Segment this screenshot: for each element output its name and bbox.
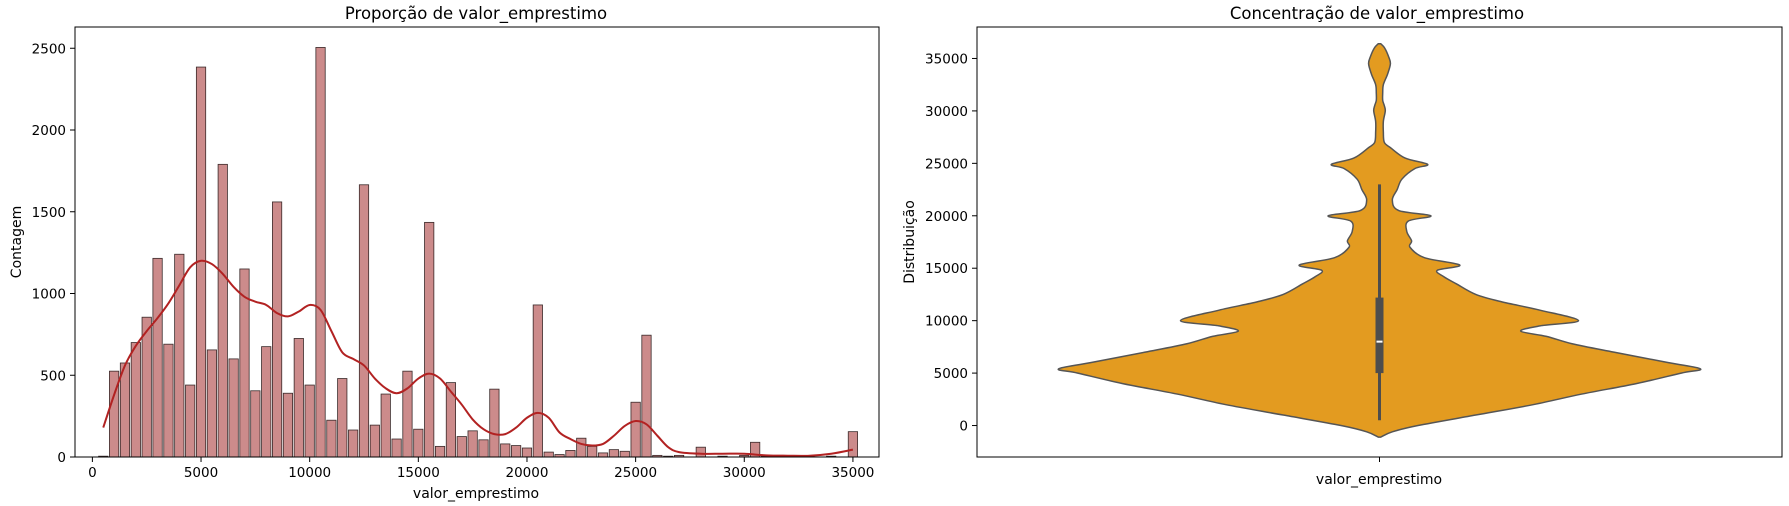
histogram-title: Proporção de valor_emprestimo <box>345 4 607 24</box>
histogram-bar <box>326 419 337 458</box>
histogram-bar <box>445 382 456 458</box>
histogram-bar <box>261 346 272 458</box>
violin-y-tick-label: 10000 <box>925 314 968 330</box>
histogram-y-tick-label: 0 <box>57 450 66 466</box>
histogram-x-tick-label: 30000 <box>723 465 766 481</box>
histogram-bar <box>185 384 196 458</box>
violin-x-axis-label: valor_emprestimo <box>1316 472 1442 488</box>
histogram-bar <box>608 449 619 458</box>
histogram-x-tick-label: 10000 <box>288 465 331 481</box>
histogram-bar <box>511 445 522 458</box>
histogram-bar <box>206 349 217 458</box>
histogram-bar <box>163 343 174 458</box>
histogram-bar <box>228 358 239 458</box>
histogram-bar <box>217 163 228 458</box>
violin-y-tick-label: 0 <box>959 419 968 435</box>
histogram-bar <box>467 430 478 458</box>
histogram-y-tick-label: 2500 <box>32 41 66 57</box>
histogram-bar <box>641 334 652 458</box>
histogram-bar <box>380 393 391 458</box>
histogram-x-tick-label: 0 <box>88 465 97 481</box>
histogram-panel: Proporção de valor_emprestimo 0 5000 10000… <box>9 4 880 502</box>
histogram-x-axis-label: valor_emprestimo <box>413 486 539 502</box>
histogram-bar <box>272 201 283 458</box>
violin-y-tick-label: 20000 <box>925 209 968 225</box>
histogram-bar <box>348 429 359 458</box>
histogram-bar <box>587 445 598 458</box>
histogram-plot-frame <box>74 26 880 458</box>
histogram-bar <box>695 446 706 458</box>
histogram-y-ticks: 0 500 1000 1500 2000 2500 <box>32 41 75 466</box>
histogram-bars <box>98 47 858 458</box>
histogram-bar <box>424 221 435 458</box>
histogram-x-tick-label: 35000 <box>831 465 874 481</box>
histogram-bar <box>597 452 609 458</box>
histogram-bar <box>337 378 348 458</box>
kde-line <box>102 259 854 457</box>
histogram-bar <box>413 428 424 458</box>
histogram-bar <box>250 390 261 458</box>
histogram-bar <box>576 437 587 458</box>
histogram-bar <box>489 388 500 458</box>
histogram-x-tick-label: 25000 <box>614 465 657 481</box>
histogram-bar <box>543 451 554 458</box>
histogram-bar <box>293 338 304 458</box>
violin-y-tick-label: 5000 <box>934 366 968 382</box>
histogram-bar <box>521 447 533 458</box>
histogram-bar <box>141 316 152 458</box>
histogram-bar <box>532 304 543 458</box>
histogram-bar <box>500 443 511 458</box>
histogram-bar <box>391 438 402 458</box>
violin-y-axis-label: Distribuição <box>902 200 918 284</box>
histogram-bar <box>369 424 380 458</box>
histogram-bar <box>119 362 131 458</box>
histogram-bar <box>152 257 163 458</box>
histogram-y-axis-label: Contagem <box>9 206 25 278</box>
histogram-x-tick-label: 15000 <box>397 465 440 481</box>
violin-y-tick-label: 15000 <box>925 261 968 277</box>
violin-y-ticks: 0 5000 10000 15000 20000 25000 30000 35000 <box>925 51 977 435</box>
histogram-y-tick-label: 1000 <box>32 287 66 303</box>
violin-panel: Concentração de valor_emprestimo 0 5000 10… <box>902 4 1783 488</box>
histogram-x-ticks: 0 5000 10000 15000 20000 25000 30000 35000 <box>88 457 874 481</box>
violin-y-tick-label: 35000 <box>925 51 968 67</box>
histogram-y-tick-label: 500 <box>40 368 66 384</box>
histogram-bar <box>478 439 489 458</box>
histogram-y-tick-label: 1500 <box>32 205 66 221</box>
histogram-bar <box>456 436 467 458</box>
histogram-x-tick-label: 5000 <box>184 465 218 481</box>
histogram-bar <box>402 370 413 458</box>
histogram-y-tick-label: 2000 <box>32 123 66 139</box>
histogram-bar <box>619 450 630 458</box>
violin-y-tick-label: 25000 <box>925 156 968 172</box>
histogram-bar <box>630 401 641 458</box>
violin-iqr-box <box>1375 297 1384 374</box>
histogram-bar <box>565 450 576 458</box>
histogram-bar <box>847 431 858 458</box>
histogram-bar <box>358 184 370 458</box>
histogram-bar <box>282 392 294 458</box>
histogram-bar <box>130 342 141 458</box>
violin-title: Concentração de valor_emprestimo <box>1230 4 1524 24</box>
histogram-bar <box>434 445 446 458</box>
histogram-bar <box>304 384 315 458</box>
histogram-x-tick-label: 20000 <box>506 465 549 481</box>
histogram-bar <box>315 47 326 458</box>
violin-y-tick-label: 30000 <box>925 104 968 120</box>
